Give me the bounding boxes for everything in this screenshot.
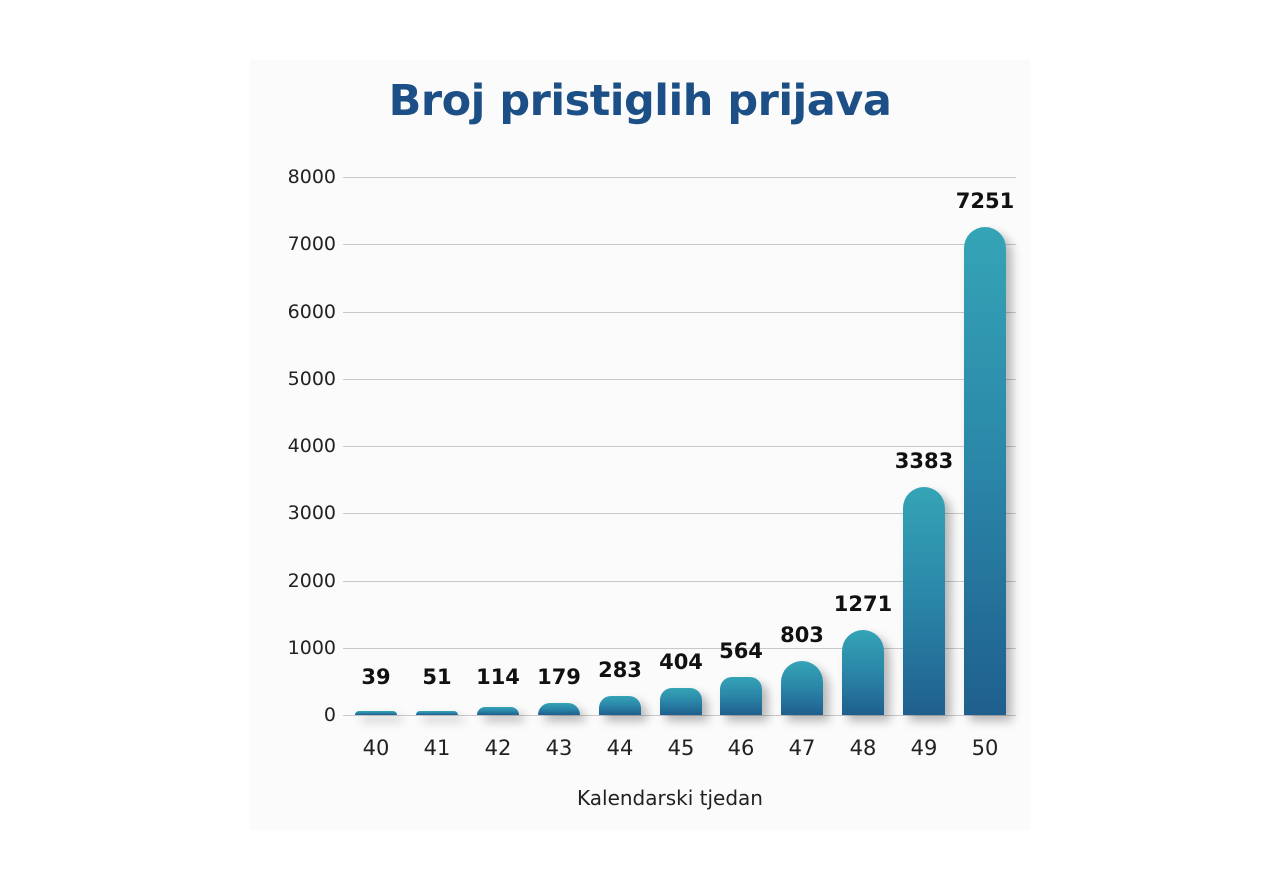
bar-week-41 bbox=[416, 711, 458, 715]
bar-value-label: 51 bbox=[422, 665, 452, 689]
bar-week-49 bbox=[903, 487, 945, 715]
y-tick-label: 2000 bbox=[287, 570, 336, 592]
x-tick-label: 48 bbox=[849, 736, 877, 760]
bar-week-48 bbox=[842, 630, 884, 715]
gridline bbox=[343, 446, 1016, 447]
x-tick-label: 49 bbox=[910, 736, 938, 760]
bar-value-label: 404 bbox=[659, 650, 703, 674]
x-tick-label: 43 bbox=[545, 736, 573, 760]
x-tick-label: 46 bbox=[727, 736, 755, 760]
y-tick-label: 7000 bbox=[287, 233, 336, 255]
x-tick-label: 45 bbox=[667, 736, 695, 760]
y-tick-label: 0 bbox=[323, 704, 336, 726]
bar-week-47 bbox=[781, 661, 823, 715]
x-tick-label: 40 bbox=[362, 736, 390, 760]
bar-week-44 bbox=[599, 696, 641, 715]
x-axis-label: Kalendarski tjedan bbox=[577, 786, 763, 810]
bar-week-50 bbox=[964, 227, 1006, 715]
gridline bbox=[343, 715, 1016, 716]
bar-week-43 bbox=[538, 703, 580, 715]
chart-title: Broj pristiglih prijava bbox=[388, 76, 892, 126]
x-tick-label: 50 bbox=[971, 736, 999, 760]
bar-value-label: 803 bbox=[780, 623, 824, 647]
gridline bbox=[343, 312, 1016, 313]
y-tick-label: 4000 bbox=[287, 435, 336, 457]
gridline bbox=[343, 581, 1016, 582]
x-tick-label: 47 bbox=[788, 736, 816, 760]
bar-week-46 bbox=[720, 677, 762, 715]
bar-value-label: 3383 bbox=[894, 449, 954, 473]
y-tick-label: 1000 bbox=[287, 637, 336, 659]
gridline bbox=[343, 379, 1016, 380]
bar-value-label: 114 bbox=[476, 665, 520, 689]
bar-week-45 bbox=[660, 688, 702, 715]
bar-value-label: 39 bbox=[361, 665, 391, 689]
bar-week-42 bbox=[477, 707, 519, 715]
gridline bbox=[343, 513, 1016, 514]
x-tick-label: 44 bbox=[606, 736, 634, 760]
y-tick-label: 5000 bbox=[287, 368, 336, 390]
y-tick-label: 3000 bbox=[287, 502, 336, 524]
chart-background bbox=[250, 60, 1030, 830]
gridline bbox=[343, 177, 1016, 178]
x-tick-label: 41 bbox=[423, 736, 451, 760]
y-tick-label: 8000 bbox=[287, 166, 336, 188]
gridline bbox=[343, 244, 1016, 245]
bar-value-label: 7251 bbox=[955, 189, 1015, 213]
y-tick-label: 6000 bbox=[287, 301, 336, 323]
x-tick-label: 42 bbox=[484, 736, 512, 760]
gridline bbox=[343, 648, 1016, 649]
bar-week-40 bbox=[355, 711, 397, 715]
bar-value-label: 179 bbox=[537, 665, 581, 689]
bar-value-label: 564 bbox=[719, 639, 763, 663]
bar-value-label: 1271 bbox=[833, 592, 893, 616]
bar-value-label: 283 bbox=[598, 658, 642, 682]
